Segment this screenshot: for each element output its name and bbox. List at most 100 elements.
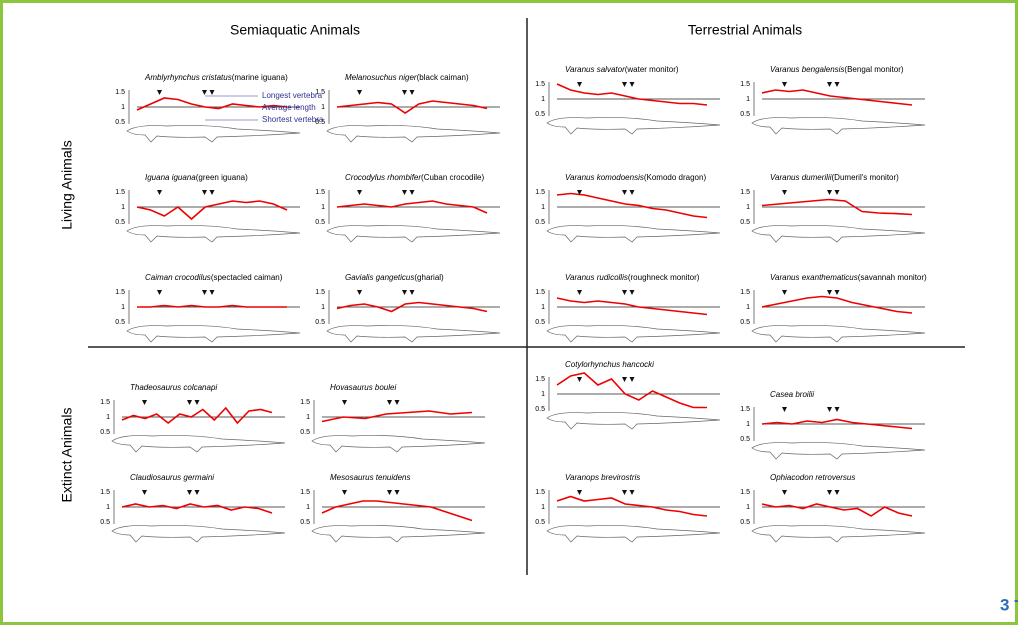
common-name: (Cuban crocodile) [421, 173, 484, 182]
panel-title: Varanus salvator(water monitor) [565, 65, 679, 74]
species: Caiman crocodilus [145, 273, 211, 282]
y-tick-label: 1 [106, 504, 110, 511]
species: Varanus dumerilii [770, 173, 832, 182]
y-tick-label: 1 [541, 96, 545, 103]
y-tick-label: 0.5 [740, 319, 750, 326]
common-name: (green iguana) [196, 173, 248, 182]
y-tick-label: 1 [746, 421, 750, 428]
common-name: (spectacled caiman) [211, 273, 283, 282]
y-tick-label: 1.5 [315, 289, 325, 296]
y-tick-label: 0.5 [535, 519, 545, 526]
panel-title: Crocodylus rhombifer(Cuban crocodile) [345, 173, 485, 182]
species: Varanus rudicollis [565, 273, 628, 282]
species: Ophiacodon retroversus [770, 473, 855, 482]
legend-label: Average length [262, 103, 316, 112]
y-tick-label: 1.5 [300, 489, 310, 496]
species: Gavialis gangeticus [345, 273, 414, 282]
y-tick-label: 1.5 [115, 189, 125, 196]
row-label: Living Animals [59, 140, 75, 230]
common-name: (black caiman) [417, 73, 469, 82]
y-tick-label: 1 [121, 104, 125, 111]
y-tick-label: 1 [541, 304, 545, 311]
species: Mesosaurus tenuidens [330, 473, 411, 482]
row-label: Extinct Animals [59, 408, 75, 503]
species: Iguana iguana [145, 173, 196, 182]
common-name: (savannah monitor) [858, 273, 927, 282]
panel-title: Varanus exanthematicus(savannah monitor) [770, 273, 927, 282]
y-tick-label: 1 [746, 96, 750, 103]
common-name: (water monitor) [625, 65, 679, 74]
panel-title: Amblyrhynchus cristatus(marine iguana) [144, 73, 288, 82]
y-tick-label: 1 [121, 204, 125, 211]
y-tick-label: 0.5 [535, 319, 545, 326]
panel-title: Varanops brevirostris [565, 473, 640, 482]
panel-title: Cotylorhynchus hancocki [565, 360, 654, 369]
panel-title: Ophiacodon retroversus [770, 473, 855, 482]
y-tick-label: 1 [541, 204, 545, 211]
y-tick-label: 0.5 [535, 111, 545, 118]
y-tick-label: 0.5 [100, 519, 110, 526]
y-tick-label: 0.5 [100, 429, 110, 436]
y-tick-label: 1 [106, 414, 110, 421]
page: Semiaquatic Animals Terrestrial Animals … [0, 0, 1018, 630]
y-tick-label: 1 [541, 504, 545, 511]
panel-title: Varanus dumerilii(Dumeril's monitor) [770, 173, 899, 182]
species: Varanus bengalensis [770, 65, 844, 74]
species: Hovasaurus boulei [330, 383, 396, 392]
y-tick-label: 0.5 [535, 219, 545, 226]
species: Casea broilii [770, 390, 814, 399]
species: Crocodylus rhombifer [345, 173, 421, 182]
y-tick-label: 1.5 [535, 81, 545, 88]
y-tick-label: 1.5 [740, 289, 750, 296]
species: Varanus komodoensis [565, 173, 644, 182]
y-tick-label: 1 [306, 414, 310, 421]
common-name: (roughneck monitor) [628, 273, 700, 282]
y-tick-label: 0.5 [740, 111, 750, 118]
panel-title: Varanus bengalensis(Bengal monitor) [770, 65, 904, 74]
y-tick-label: 1 [321, 104, 325, 111]
y-tick-label: 1 [746, 304, 750, 311]
header-left: Semiaquatic Animals [230, 22, 360, 38]
y-tick-label: 0.5 [115, 119, 125, 126]
figure: Semiaquatic Animals Terrestrial Animals … [0, 0, 1018, 625]
y-tick-label: 1 [321, 304, 325, 311]
y-tick-label: 1.5 [100, 399, 110, 406]
species: Claudiosaurus germaini [130, 473, 214, 482]
y-tick-label: 0.5 [315, 219, 325, 226]
y-tick-label: 1.5 [535, 489, 545, 496]
y-tick-label: 1.5 [740, 406, 750, 413]
caption: איור 3 [1000, 595, 1018, 614]
y-tick-label: 0.5 [315, 319, 325, 326]
y-tick-label: 0.5 [740, 436, 750, 443]
species: Varanops brevirostris [565, 473, 640, 482]
panel-title: Melanosuchus niger(black caiman) [345, 73, 469, 82]
species: Thadeosaurus colcanapi [130, 383, 217, 392]
y-tick-label: 0.5 [535, 406, 545, 413]
y-tick-label: 1.5 [315, 189, 325, 196]
y-tick-label: 1.5 [535, 289, 545, 296]
y-tick-label: 1 [121, 304, 125, 311]
header-right: Terrestrial Animals [688, 22, 802, 38]
species: Amblyrhynchus cristatus [144, 73, 232, 82]
panel-title: Caiman crocodilus(spectacled caiman) [145, 273, 283, 282]
species: Melanosuchus niger [345, 73, 417, 82]
panel-title: Mesosaurus tenuidens [330, 473, 411, 482]
y-tick-label: 1.5 [115, 89, 125, 96]
y-tick-label: 1.5 [740, 489, 750, 496]
y-tick-label: 1.5 [740, 81, 750, 88]
legend-label: Shortest vertebra [262, 115, 324, 124]
panel-title: Varanus komodoensis(Komodo dragon) [565, 173, 706, 182]
y-tick-label: 1.5 [535, 189, 545, 196]
frame [2, 2, 1017, 624]
common-name: (Dumeril's monitor) [832, 173, 900, 182]
y-tick-label: 0.5 [115, 319, 125, 326]
y-tick-label: 1 [746, 504, 750, 511]
y-tick-label: 0.5 [300, 519, 310, 526]
common-name: (marine iguana) [232, 73, 288, 82]
legend-label: Longest vertebra [262, 91, 323, 100]
y-tick-label: 1 [306, 504, 310, 511]
common-name: (Komodo dragon) [644, 173, 707, 182]
common-name: (gharial) [414, 273, 444, 282]
y-tick-label: 0.5 [115, 219, 125, 226]
y-tick-label: 0.5 [300, 429, 310, 436]
